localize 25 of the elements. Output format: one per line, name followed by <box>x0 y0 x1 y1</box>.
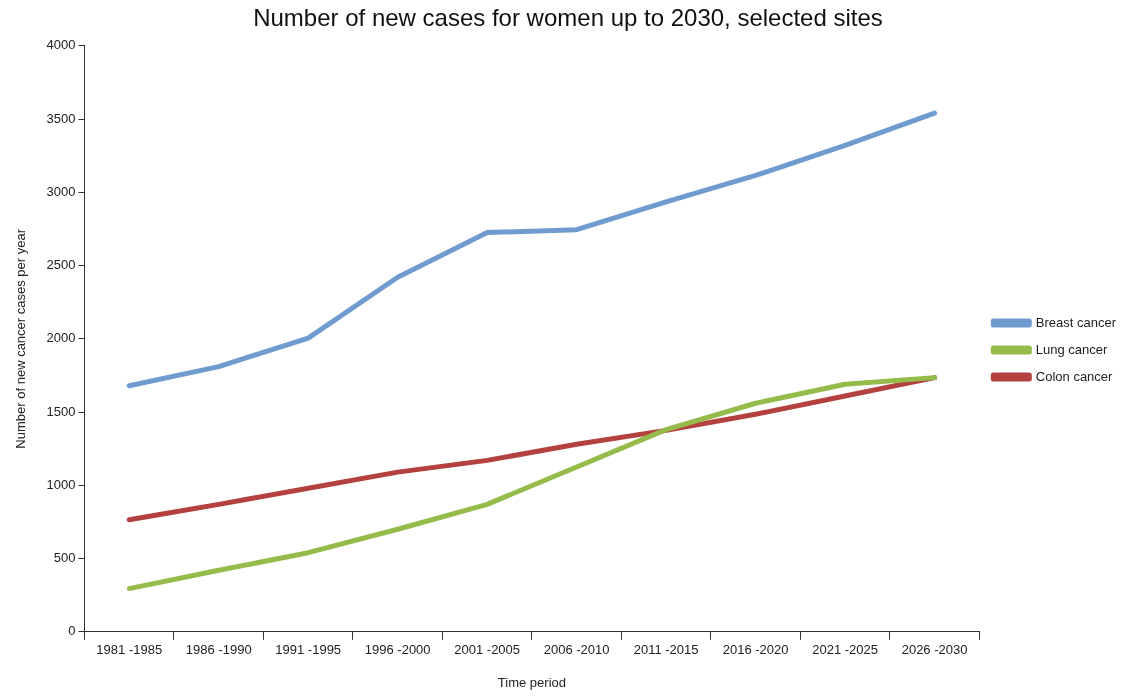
y-axis-title: Number of new cancer cases per year <box>13 228 29 449</box>
y-tick-label: 1500 <box>46 403 76 419</box>
x-tick-label: 2006 -2010 <box>543 642 610 658</box>
x-tick-label: 2001 -2005 <box>454 642 521 658</box>
chart-title: Number of new cases for women up to 2030, selected sites <box>253 4 883 32</box>
y-tick-label: 500 <box>53 550 76 566</box>
x-tick-label: 1981 -1985 <box>96 642 163 658</box>
x-axis-title: Time period <box>497 674 566 690</box>
y-tick-label: 2000 <box>46 330 76 346</box>
y-tick-label: 3500 <box>46 110 76 126</box>
y-tick-label: 0 <box>68 623 76 639</box>
x-tick-label: 1996 -2000 <box>364 642 431 658</box>
y-tick-label: 2500 <box>46 257 76 273</box>
x-tick-label: 1991 -1995 <box>275 642 342 658</box>
legend-label: Colon cancer <box>1035 368 1114 384</box>
x-tick-label: 2026 -2030 <box>901 642 968 658</box>
legend-label: Lung cancer <box>1035 341 1109 357</box>
y-tick-label: 4000 <box>46 37 76 53</box>
x-tick-label: 2021 -2025 <box>812 642 878 658</box>
x-tick-label: 1986 -1990 <box>185 642 252 658</box>
legend-label: Breast cancer <box>1035 314 1117 330</box>
x-tick-label: 2011 -2015 <box>633 642 699 658</box>
x-tick-label: 2016 -2020 <box>722 642 789 658</box>
y-tick-label: 3000 <box>46 183 76 199</box>
y-tick-label: 1000 <box>46 476 76 492</box>
